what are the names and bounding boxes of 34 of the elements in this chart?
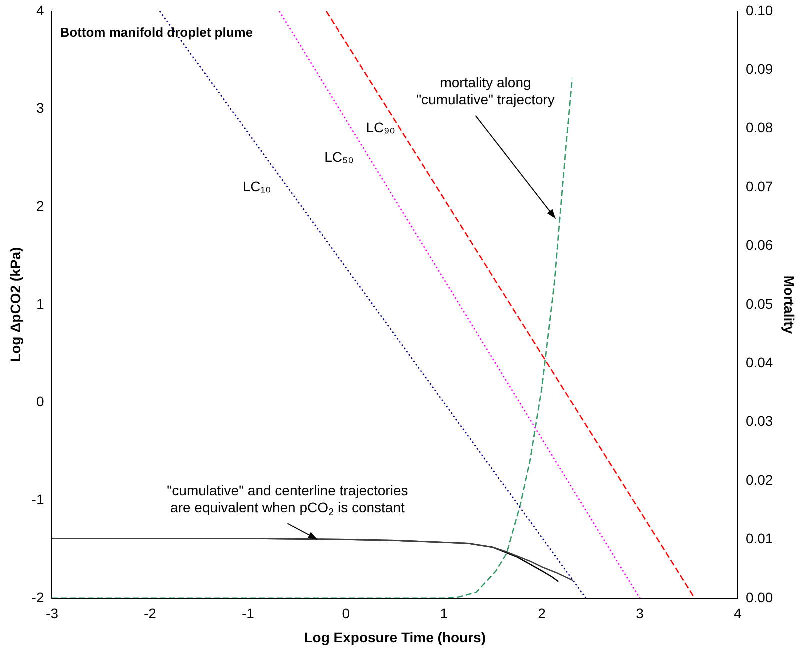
annotation: mortality along "cumulative" trajectory: [416, 74, 555, 108]
y2-tick-label: 0.01: [746, 530, 774, 547]
y-tick-label: -1: [32, 491, 44, 508]
y2-axis-title: Mortality: [782, 276, 798, 334]
y-tick-label: 2: [36, 198, 44, 214]
y2-tick-label: 0.00: [746, 589, 774, 606]
y-tick-label: 3: [36, 100, 44, 116]
x-tick-label: 0: [342, 606, 350, 622]
x-tick-label: 4: [734, 606, 742, 622]
annotation: Bottom manifold droplet plume: [60, 24, 254, 40]
y2-tick-label: 0.03: [746, 413, 774, 430]
y2-tick-label: 0.06: [746, 237, 774, 254]
y2-tick-label: 0.05: [746, 296, 774, 312]
x-tick-label: 2: [538, 606, 546, 622]
y-tick-label: 4: [36, 2, 44, 18]
x-tick-label: 1: [440, 606, 448, 622]
x-tick-label: -3: [46, 606, 59, 622]
y2-tick-label: 0.08: [746, 120, 774, 136]
y2-tick-label: 0.09: [746, 60, 774, 77]
x-tick-label: 3: [636, 606, 644, 622]
y-tick-label: 0: [36, 394, 44, 410]
y2-tick-label: 0.10: [746, 2, 774, 18]
x-tick-label: -1: [242, 606, 255, 622]
series-label: LC₉₀: [366, 120, 396, 136]
y2-tick-label: 0.02: [746, 472, 774, 488]
y-tick-label: 1: [36, 296, 44, 312]
y-axis-title: Log ΔpCO2 (kPa): [7, 247, 24, 362]
y2-tick-label: 0.04: [746, 354, 774, 370]
y-tick-label: -2: [32, 589, 44, 606]
x-axis-title: Log Exposure Time (hours): [304, 629, 486, 646]
x-tick-label: -2: [144, 606, 157, 622]
y2-tick-label: 0.07: [746, 178, 774, 194]
series-label: LC₅₀: [324, 149, 354, 166]
series-label: LC₁₀: [242, 178, 272, 194]
